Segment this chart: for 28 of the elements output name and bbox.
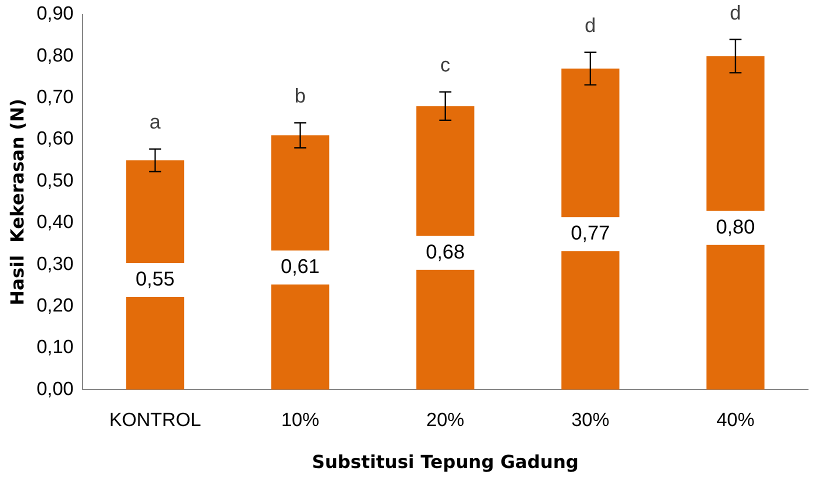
y-tick-label: 0,10	[36, 337, 74, 358]
y-tick-label: 0,40	[36, 212, 74, 234]
y-tick-label: 0,50	[36, 170, 74, 192]
x-tick-label: 40%	[716, 410, 755, 432]
data-label: 0,77	[570, 222, 610, 245]
data-label: 0,68	[426, 241, 465, 264]
y-tick-label: 0,90	[36, 4, 74, 25]
data-label: 0,61	[280, 256, 320, 278]
annotation: d	[584, 14, 596, 37]
annotation: b	[294, 85, 306, 108]
data-label: 0,55	[136, 268, 175, 290]
x-tick-label: 10%	[281, 410, 320, 432]
annotation: d	[730, 2, 742, 25]
x-tick-label: KONTROL	[109, 410, 202, 432]
y-tick-label: 0,60	[36, 128, 74, 150]
y-tick-label: 0,70	[36, 87, 74, 108]
x-tick-label: 30%	[571, 410, 610, 432]
x-tick-label: 20%	[426, 410, 464, 432]
annotation: c	[440, 54, 450, 76]
y-tick-label: 0,20	[36, 295, 74, 316]
y-tick-label: 0,00	[36, 378, 74, 400]
y-tick-label: 0,80	[36, 45, 74, 66]
y-axis-title: Hasil Kekerasan (N)	[7, 98, 28, 306]
y-tick-label: 0,30	[36, 254, 74, 275]
annotation: a	[150, 112, 162, 134]
data-label: 0,80	[716, 216, 755, 238]
bar	[706, 56, 764, 390]
x-axis-title: Substitusi Tepung Gadung	[312, 452, 579, 473]
